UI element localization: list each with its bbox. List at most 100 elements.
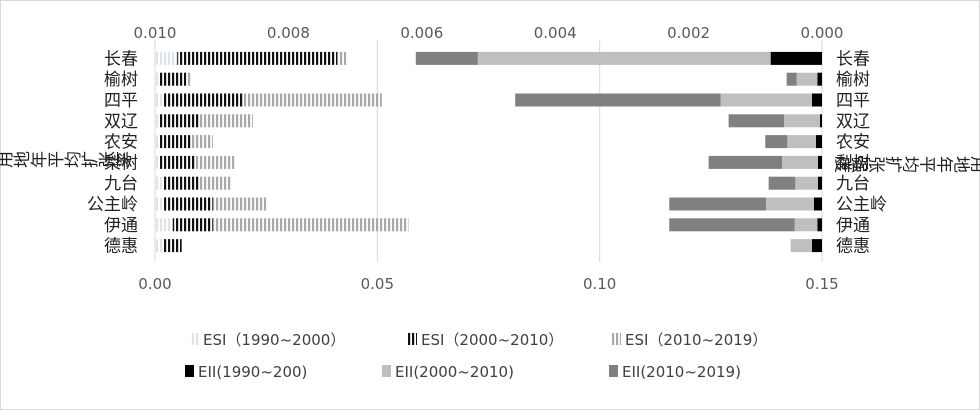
bar-esi-segment xyxy=(159,72,187,86)
bar-eii-segment xyxy=(796,72,818,86)
bar-eii-segment xyxy=(817,155,822,169)
legend: ESI（1990~2000） ESI（2000~2010） ESI（2010~201… xyxy=(185,331,767,381)
bottom-axis-tick-label: 0.15 xyxy=(805,275,838,293)
legend-swatch xyxy=(190,333,199,345)
bar-esi-segment xyxy=(199,176,231,190)
bar-eii-segment xyxy=(708,155,782,169)
top-axis-tick-label: 0.002 xyxy=(667,24,710,42)
bar-eii-segment xyxy=(783,114,820,128)
bars xyxy=(155,51,822,253)
bar-esi-segment xyxy=(159,114,200,128)
category-label-left: 长春 xyxy=(104,49,138,69)
bar-esi-segment xyxy=(159,135,191,149)
legend-swatch xyxy=(382,365,391,377)
bar-eii-segment xyxy=(477,51,771,65)
legend-swatch xyxy=(408,333,417,345)
category-label-left: 农安 xyxy=(104,133,138,153)
bar-eii-segment xyxy=(765,135,788,149)
bar-eii-segment xyxy=(781,155,818,169)
bar-eii-segment xyxy=(415,51,478,65)
bar-eii-segment xyxy=(795,176,818,190)
category-label-left: 公主岭 xyxy=(87,195,138,215)
top-axis-tick-label: 0.008 xyxy=(267,24,310,42)
bar-esi-segment xyxy=(243,93,382,107)
category-label-right: 农安 xyxy=(836,133,870,153)
top-axis-tick-label: 0.006 xyxy=(400,24,443,42)
y-axis-label-right: 建设用地年平均扩张强度 xyxy=(835,152,980,173)
bar-esi-segment xyxy=(155,72,160,86)
bar-esi-segment xyxy=(155,114,160,128)
bar-esi-segment xyxy=(155,135,160,149)
bar-esi-segment xyxy=(195,155,236,169)
category-label-right: 公主岭 xyxy=(836,195,887,215)
bar-esi-segment xyxy=(155,176,164,190)
bar-esi-segment xyxy=(159,155,196,169)
category-label-left: 四平 xyxy=(104,91,138,111)
bar-esi-segment xyxy=(163,93,244,107)
category-label-left: 伊通 xyxy=(104,216,138,236)
top-axis-tick-label: 0.010 xyxy=(134,24,177,42)
bottom-axis-tick-label: 0.05 xyxy=(361,275,394,293)
bar-eii-segment xyxy=(669,218,795,232)
bar-esi-segment xyxy=(155,239,164,253)
category-label-right: 四平 xyxy=(836,91,870,111)
top-axis-tick-label: 0.000 xyxy=(801,24,844,42)
category-label-right: 九台 xyxy=(836,174,870,194)
bar-eii-segment xyxy=(770,51,822,65)
top-axis-tick-label: 0.004 xyxy=(534,24,577,42)
bar-esi-segment xyxy=(186,72,191,86)
category-label-right: 梨树 xyxy=(836,153,870,173)
bar-esi-segment xyxy=(199,114,253,128)
category-label-right: 榆树 xyxy=(836,70,870,90)
bar-eii-segment xyxy=(815,135,822,149)
legend-label: EII(2010~2019) xyxy=(622,363,741,381)
bar-eii-segment xyxy=(515,93,721,107)
category-label-left: 榆树 xyxy=(104,70,138,90)
bar-esi-segment xyxy=(212,197,267,211)
bar-esi-segment xyxy=(163,239,182,253)
legend-label: ESI（1990~2000） xyxy=(203,331,345,349)
legend-label: EII(1990~200) xyxy=(198,363,307,381)
bar-eii-segment xyxy=(787,135,816,149)
bar-eii-segment xyxy=(811,239,822,253)
bottom-axis-tick-label: 0.00 xyxy=(138,275,171,293)
legend-swatch xyxy=(609,365,618,377)
bar-esi-segment xyxy=(155,93,164,107)
bar-esi-segment xyxy=(155,218,173,232)
bar-eii-segment xyxy=(790,239,812,253)
bar-eii-segment xyxy=(768,176,796,190)
category-label-left: 德惠 xyxy=(104,237,138,257)
bar-eii-segment xyxy=(813,197,822,211)
category-label-right: 伊通 xyxy=(836,216,870,236)
bar-esi-segment xyxy=(155,197,164,211)
tick-labels: 0.00 0.05 0.10 0.15 0.010 0.008 0.006 0.004 0.00… xyxy=(134,24,844,293)
category-label-left: 梨树 xyxy=(104,153,138,173)
bar-esi-segment xyxy=(172,218,213,232)
bar-eii-segment xyxy=(819,114,822,128)
bar-esi-segment xyxy=(337,51,347,65)
bar-eii-segment xyxy=(669,197,766,211)
bar-eii-segment xyxy=(811,93,822,107)
bar-eii-segment xyxy=(720,93,812,107)
category-label-left: 双辽 xyxy=(104,112,138,132)
category-label-right: 双辽 xyxy=(836,112,870,132)
bar-eii-segment xyxy=(817,176,822,190)
bar-eii-segment xyxy=(765,197,814,211)
y-axis-label-left: 建设用地年平均扩张率 xyxy=(0,152,132,173)
bar-esi-segment xyxy=(163,176,200,190)
bar-eii-segment xyxy=(794,218,818,232)
bar-esi-segment xyxy=(155,155,160,169)
bar-esi-segment xyxy=(212,218,409,232)
bar-esi-segment xyxy=(177,51,338,65)
bar-eii-segment xyxy=(817,72,822,86)
category-label-right: 长春 xyxy=(836,49,870,69)
category-label-right: 德惠 xyxy=(836,237,870,257)
category-label-left: 九台 xyxy=(104,174,138,194)
bottom-axis-tick-label: 0.10 xyxy=(583,275,616,293)
legend-swatch xyxy=(185,365,194,377)
bar-esi-segment xyxy=(163,197,213,211)
bar-esi-segment xyxy=(155,51,178,65)
